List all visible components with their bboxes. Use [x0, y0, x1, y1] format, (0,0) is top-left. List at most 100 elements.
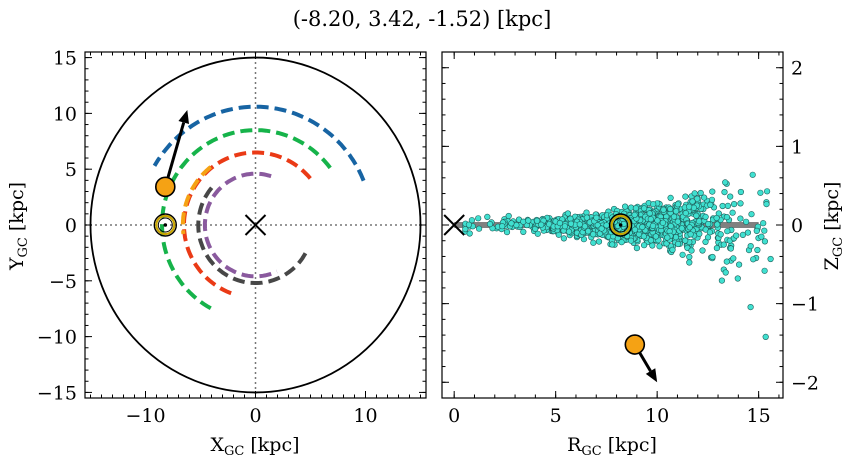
star-point: [757, 189, 764, 196]
star-point: [747, 304, 754, 311]
star-point: [761, 238, 769, 245]
star-point: [717, 231, 724, 238]
star-point: [727, 193, 734, 200]
star-point: [503, 229, 511, 236]
star-point: [564, 210, 572, 217]
star-point: [581, 223, 589, 230]
star-point: [723, 258, 730, 265]
star-point: [686, 259, 693, 266]
star-point: [730, 255, 737, 262]
star-point: [670, 213, 678, 220]
star-point: [652, 233, 660, 240]
star-point: [760, 220, 767, 227]
y-tick-label: 0: [791, 215, 803, 237]
star-point: [646, 210, 653, 217]
star-point: [749, 171, 756, 178]
star-point: [679, 251, 686, 258]
star-point: [762, 333, 769, 341]
star-point: [466, 230, 473, 237]
star-point: [633, 245, 641, 252]
y-tick-label: 2: [791, 58, 803, 80]
y-tick-label: −1: [791, 294, 819, 316]
edge-on-y-axis-label: ZGC [kpc]: [821, 182, 846, 271]
star-point: [689, 198, 696, 205]
star-point: [733, 232, 740, 239]
star-point: [722, 269, 729, 276]
star-point: [707, 201, 714, 208]
star-point: [465, 221, 473, 228]
star-point: [678, 225, 685, 232]
face-on-velocity-arrow-shaft: [163, 122, 186, 188]
sun-ring: [155, 214, 176, 236]
orbit-arc-5: [196, 186, 310, 285]
face-on-panel: −10 0 10 −15 −10 −5 0 5 10 15 XGC [kpc] YGC [kpc]: [6, 48, 427, 459]
x-tick-label: 10: [645, 405, 669, 427]
star-point: [688, 247, 695, 254]
star-point: [753, 227, 760, 234]
star-point: [618, 239, 625, 246]
star-point: [647, 237, 655, 244]
star-point: [702, 238, 709, 245]
star-point: [631, 211, 638, 218]
star-point: [691, 190, 698, 197]
star-point: [520, 228, 527, 235]
edge-sun-outer-ring: [608, 213, 633, 237]
star-point: [565, 228, 573, 235]
y-tick-label: 10: [53, 103, 77, 125]
sun-inner-ring: [157, 217, 173, 233]
x-tick-label: 0: [448, 405, 460, 427]
star-point: [735, 261, 743, 268]
y-tick-label: −15: [37, 382, 77, 404]
face-on-x-axis-label: XGC [kpc]: [210, 434, 299, 459]
star-point: [754, 246, 761, 254]
star-point: [639, 223, 646, 231]
star-point: [647, 216, 654, 223]
star-point: [598, 225, 605, 232]
star-point: [649, 242, 656, 249]
star-point: [468, 217, 476, 224]
star-point: [714, 221, 721, 228]
star-point: [719, 202, 726, 210]
star-point: [499, 223, 506, 230]
star-point: [538, 221, 545, 228]
star-point: [761, 267, 768, 274]
star-point: [724, 228, 731, 235]
orbit-arc-4: [202, 171, 278, 279]
star-point: [682, 210, 689, 217]
star-point: [686, 253, 693, 261]
star-point: [722, 179, 729, 186]
star-point: [650, 201, 657, 208]
star-point: [737, 215, 744, 222]
star-point: [595, 238, 603, 245]
face-on-object-marker: [155, 176, 176, 198]
star-point: [737, 200, 744, 207]
star-point: [631, 226, 639, 233]
star-point: [590, 239, 597, 246]
star-point: [534, 230, 541, 237]
star-point: [656, 243, 663, 250]
star-point: [682, 237, 689, 244]
star-point: [748, 211, 755, 218]
figure-title: (-8.20, 3.42, -1.52) [kpc]: [293, 7, 552, 31]
star-point: [561, 223, 569, 230]
star-point: [505, 212, 512, 220]
x-tick-label: 5: [550, 405, 562, 427]
edge-on-object-marker: [624, 334, 646, 355]
star-point: [723, 214, 731, 221]
face-on-velocity-arrow-head: [178, 110, 190, 125]
star-point: [508, 220, 515, 227]
star-point: [674, 240, 682, 248]
star-point: [621, 203, 629, 210]
star-point: [674, 218, 681, 225]
edge-on-velocity-arrow-head: [645, 368, 658, 383]
star-point: [664, 234, 671, 241]
orbit-arc-1: [152, 104, 366, 182]
star-point: [758, 233, 765, 240]
star-point: [706, 229, 714, 236]
star-point: [583, 214, 591, 221]
star-point: [767, 255, 774, 263]
star-point: [476, 225, 483, 232]
star-point: [721, 189, 728, 196]
edge-sun-inner-ring: [613, 217, 629, 233]
star-point: [659, 219, 667, 226]
